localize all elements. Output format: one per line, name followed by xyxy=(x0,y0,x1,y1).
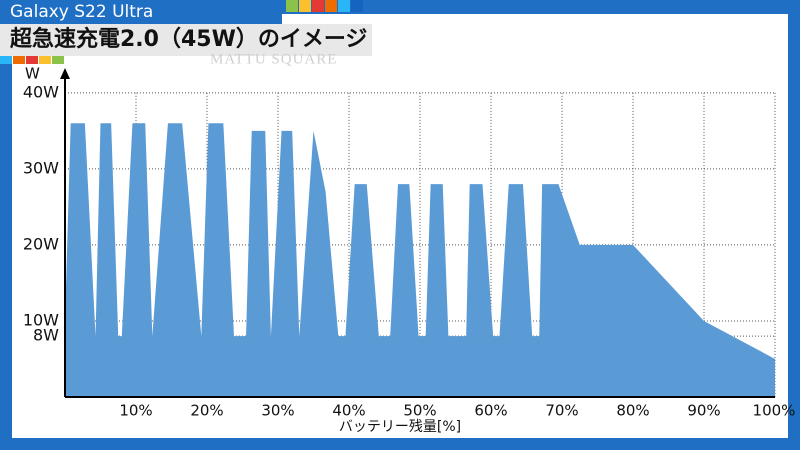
x-tick-label: 80% xyxy=(616,402,649,420)
y-tick-label: 40W xyxy=(23,82,59,101)
y-axis-arrow xyxy=(60,68,70,79)
title-banner xyxy=(0,24,372,56)
x-tick-label: 60% xyxy=(474,402,507,420)
x-axis-label: バッテリー残量[%] xyxy=(339,419,461,435)
watermark: MATTU SQUARE xyxy=(210,51,337,67)
y-axis-label: W xyxy=(25,65,40,83)
area xyxy=(65,123,775,398)
x-tick-label: 10% xyxy=(119,402,152,420)
chart-title: 超急速充電2.0（45W）のイメージ xyxy=(10,26,367,52)
y-tick-label: 8W xyxy=(33,326,59,345)
subtitle: Galaxy S22 Ultra xyxy=(10,2,153,22)
x-tick-label: 20% xyxy=(190,402,223,420)
subtitle-banner xyxy=(0,0,282,24)
x-tick-label: 100% xyxy=(753,402,796,420)
y-tick-label: 10W xyxy=(23,310,59,329)
x-tick-label: 70% xyxy=(545,402,578,420)
y-tick-label: 30W xyxy=(23,158,59,177)
y-tick-label: 20W xyxy=(23,234,59,253)
color-squares xyxy=(0,0,363,64)
x-tick-label: 90% xyxy=(687,402,720,420)
x-tick-label: 40% xyxy=(332,402,365,420)
x-tick-label: 30% xyxy=(261,402,294,420)
x-tick-label: 50% xyxy=(403,402,436,420)
